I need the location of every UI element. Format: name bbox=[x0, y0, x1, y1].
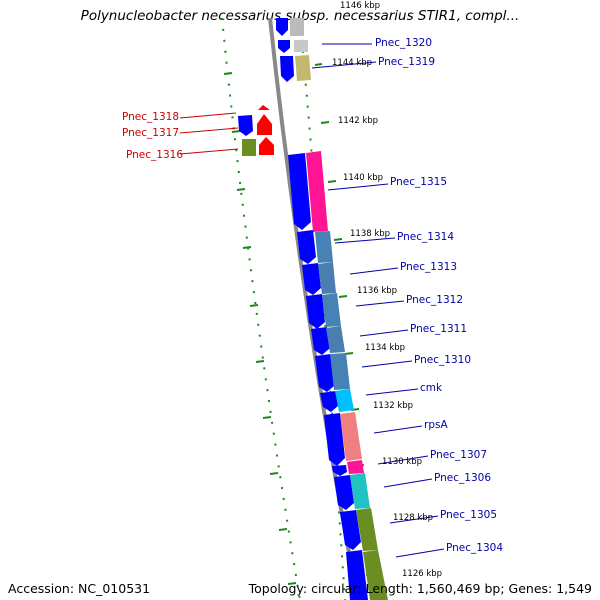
gene-labels[interactable]: Pnec_1320 Pnec_1319 Pnec_1318 Pnec_1317 … bbox=[122, 37, 503, 554]
gene-arrow bbox=[315, 354, 335, 392]
gene-label: Pnec_1313 bbox=[400, 261, 457, 273]
gene-block bbox=[326, 326, 345, 353]
kbp-labels: 1146 kbp 1144 kbp 1142 kbp 1140 kbp 1138… bbox=[332, 1, 442, 579]
left-tick bbox=[278, 528, 288, 531]
gene-arrow bbox=[280, 56, 294, 82]
gene-arrow bbox=[320, 391, 339, 412]
gene-block bbox=[315, 231, 333, 263]
gene-arrow bbox=[257, 114, 272, 135]
kbp-label: 1128 kbp bbox=[393, 513, 433, 523]
left-tick bbox=[262, 416, 272, 419]
left-tick bbox=[255, 360, 265, 363]
left-ticks bbox=[223, 72, 297, 585]
kbp-label: 1134 kbp bbox=[365, 343, 405, 353]
gene-label: Pnec_1319 bbox=[378, 56, 435, 68]
reverse-strand-genes[interactable] bbox=[276, 18, 368, 600]
gene-block bbox=[290, 18, 304, 36]
kbp-label: 1132 kbp bbox=[373, 401, 413, 411]
colored-gene-blocks[interactable] bbox=[290, 18, 388, 600]
gene-arrow bbox=[302, 263, 321, 295]
gene-arrow bbox=[311, 327, 330, 355]
gene-label: Pnec_1315 bbox=[390, 176, 447, 188]
gene-block bbox=[363, 550, 388, 600]
gene-label: Pnec_1317 bbox=[122, 127, 179, 139]
left-tick bbox=[223, 72, 233, 75]
kbp-tick bbox=[338, 295, 348, 298]
gene-label: Pnec_1318 bbox=[122, 111, 179, 123]
gene-label: Pnec_1306 bbox=[434, 472, 491, 484]
kbp-tick bbox=[333, 238, 343, 241]
gene-block bbox=[335, 389, 354, 412]
kbp-label: 1130 kbp bbox=[382, 457, 422, 467]
gene-arrow bbox=[334, 475, 354, 510]
gene-arrow bbox=[288, 153, 311, 230]
kbp-tick bbox=[320, 121, 330, 124]
gene-label: Pnec_1311 bbox=[410, 323, 467, 335]
gene-arrow bbox=[278, 40, 290, 53]
left-tick bbox=[231, 130, 241, 133]
label-leaders bbox=[179, 43, 445, 558]
accession-label: Accession: NC_010531 bbox=[8, 581, 151, 596]
gene-arrow bbox=[332, 465, 347, 476]
left-tick bbox=[236, 188, 246, 191]
gene-arrow bbox=[306, 294, 325, 329]
gene-block bbox=[340, 412, 362, 461]
left-tick bbox=[242, 246, 252, 249]
topology-label: Topology: circular; Length: 1,560,469 bp… bbox=[248, 581, 592, 596]
kbp-tick bbox=[344, 352, 354, 355]
kbp-label: 1138 kbp bbox=[350, 229, 390, 239]
gene-arrow bbox=[238, 115, 253, 136]
gene-block bbox=[242, 139, 256, 156]
kbp-tick bbox=[314, 63, 323, 66]
gene-label: Pnec_1307 bbox=[430, 449, 487, 461]
gene-block bbox=[347, 460, 364, 474]
gene-label: Pnec_1312 bbox=[406, 294, 463, 306]
kbp-label: 1146 kbp bbox=[340, 1, 380, 11]
map-title: Polynucleobacter necessarius subsp. nece… bbox=[80, 8, 520, 24]
gene-block bbox=[350, 473, 370, 509]
left-tick bbox=[249, 304, 259, 307]
gene-arrow bbox=[346, 550, 368, 600]
gene-block bbox=[306, 151, 328, 232]
gene-label: Pnec_1320 bbox=[375, 37, 432, 49]
off-track-genes[interactable] bbox=[238, 105, 274, 156]
gene-label: Pnec_1305 bbox=[440, 509, 497, 521]
kbp-label: 1144 kbp bbox=[332, 58, 372, 68]
gene-arrow bbox=[340, 510, 361, 550]
gene-label: rpsA bbox=[424, 419, 448, 431]
gene-label: Pnec_1316 bbox=[126, 149, 183, 161]
gene-label: Pnec_1310 bbox=[414, 354, 471, 366]
gene-arrow bbox=[297, 230, 316, 264]
gene-block bbox=[294, 40, 308, 52]
gene-arrow bbox=[324, 413, 345, 466]
gene-block bbox=[318, 262, 336, 294]
gene-block bbox=[322, 293, 341, 327]
gene-label: Pnec_1314 bbox=[397, 231, 454, 243]
gene-arrow bbox=[276, 18, 288, 36]
gene-label: Pnec_1304 bbox=[446, 542, 503, 554]
gene-block bbox=[295, 55, 311, 81]
gene-block bbox=[356, 508, 378, 551]
kbp-label: 1140 kbp bbox=[343, 173, 383, 183]
left-tick bbox=[269, 472, 279, 475]
gene-arrow bbox=[259, 137, 274, 155]
inner-tick-track bbox=[221, 17, 301, 600]
gene-label: cmk bbox=[420, 382, 443, 394]
kbp-label: 1142 kbp bbox=[338, 116, 378, 126]
gene-arrow bbox=[258, 105, 270, 110]
gene-block bbox=[330, 353, 350, 390]
kbp-label: 1126 kbp bbox=[402, 569, 442, 579]
left-tick bbox=[287, 582, 297, 585]
kbp-tick bbox=[327, 180, 337, 183]
kbp-label: 1136 kbp bbox=[357, 286, 397, 296]
